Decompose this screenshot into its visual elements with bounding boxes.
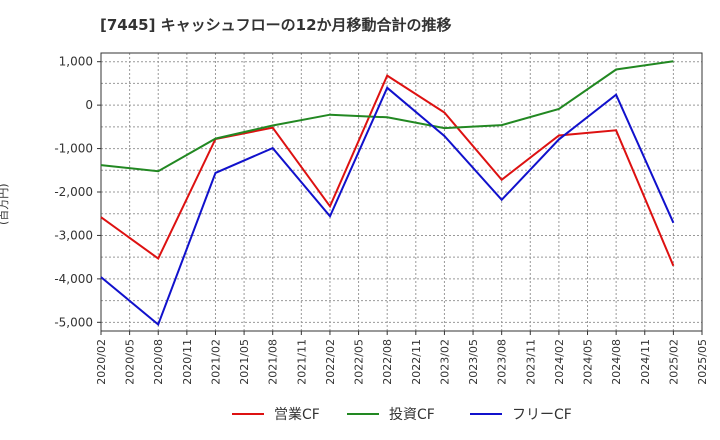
x-tick-label: 2025/02 [667,339,680,385]
x-tick-label: 2020/02 [95,339,108,385]
x-tick-label: 2020/05 [124,339,137,385]
series-line-0 [100,74,675,267]
y-tick-label: -4,000 [54,272,93,286]
y-tick-label: 0 [85,98,93,112]
x-tick-label: 2024/05 [582,339,595,385]
series-line-2 [100,86,675,327]
x-tick-label: 2021/05 [238,339,251,385]
x-tick-label: 2022/05 [353,339,366,385]
x-tick-label: 2023/11 [524,339,537,385]
series-line-1 [100,60,674,173]
x-tick-label: 2021/08 [267,339,280,385]
x-tick-label: 2022/11 [410,339,423,385]
x-tick-label: 2022/02 [324,339,337,385]
legend-label-1: 投資CF [389,407,435,423]
x-tick-label: 2024/02 [553,339,566,385]
y-tick-label: 1,000 [59,55,93,69]
legend-label-2: フリーCF [512,407,572,423]
x-tick-label: 2022/08 [381,339,394,385]
x-tick-label: 2024/08 [610,339,623,385]
y-tick-label: -3,000 [54,228,93,242]
x-tick-label: 2021/02 [209,339,222,385]
x-tick-label: 2023/08 [496,339,509,385]
x-tick-label: 2020/11 [181,339,194,385]
legend-label-0: 営業CF [274,407,320,423]
y-tick-label: -1,000 [54,142,93,156]
x-tick-label: 2023/05 [467,339,480,385]
y-tick-label: -5,000 [54,315,93,329]
x-tick-label: 2021/11 [295,339,308,385]
x-tick-label: 2025/05 [696,339,709,385]
x-tick-label: 2023/02 [438,339,451,385]
x-tick-label: 2020/08 [152,339,165,385]
x-tick-label: 2024/11 [639,339,652,385]
y-tick-label: -2,000 [54,185,93,199]
chart-title: [7445] キャッシュフローの12か月移動合計の推移 [100,16,452,34]
